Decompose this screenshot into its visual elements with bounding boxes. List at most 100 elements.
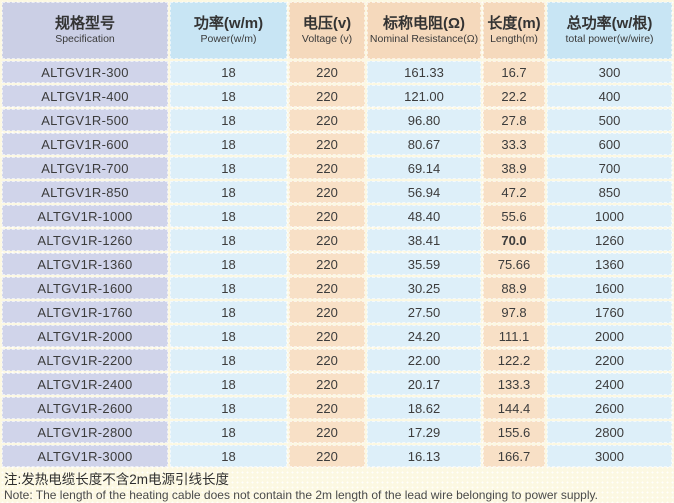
- value-cell: 18: [170, 253, 287, 275]
- value-cell: 220: [289, 397, 365, 419]
- spec-cell: ALTGV1R-2400: [2, 373, 168, 395]
- spec-cell: ALTGV1R-1600: [2, 277, 168, 299]
- value-cell: 2000: [547, 325, 672, 347]
- spec-cell: ALTGV1R-2000: [2, 325, 168, 347]
- value-cell: 18: [170, 325, 287, 347]
- value-cell: 155.6: [483, 421, 545, 443]
- table-row: ALTGV1R-2600 18 220 18.62 144.4 2600: [2, 397, 672, 419]
- table-row: ALTGV1R-500 18 220 96.80 27.8 500: [2, 109, 672, 131]
- value-cell: 18: [170, 373, 287, 395]
- value-cell: 80.67: [367, 133, 481, 155]
- value-cell: 27.8: [483, 109, 545, 131]
- value-cell: 220: [289, 349, 365, 371]
- value-cell: 220: [289, 301, 365, 323]
- footnote: 注:发热电缆长度不含2m电源引线长度 Note: The length of t…: [0, 469, 674, 503]
- footnote-en: Note: The length of the heating cable do…: [4, 488, 598, 502]
- value-cell: 22.2: [483, 85, 545, 107]
- value-cell: 38.9: [483, 157, 545, 179]
- table-row: ALTGV1R-700 18 220 69.14 38.9 700: [2, 157, 672, 179]
- value-cell: 30.25: [367, 277, 481, 299]
- value-cell: 111.1: [483, 325, 545, 347]
- value-cell: 18: [170, 445, 287, 467]
- value-cell: 17.29: [367, 421, 481, 443]
- value-cell: 18: [170, 397, 287, 419]
- value-cell: 300: [547, 61, 672, 83]
- table-row: ALTGV1R-1260 18 220 38.41 70.0 1260: [2, 229, 672, 251]
- value-cell: 1600: [547, 277, 672, 299]
- value-cell: 600: [547, 133, 672, 155]
- specification-table: 规格型号 Specification 功率(w/m) Power(w/m) 电压…: [2, 2, 672, 467]
- value-cell: 18: [170, 133, 287, 155]
- spec-cell: ALTGV1R-1760: [2, 301, 168, 323]
- spec-cell: ALTGV1R-1360: [2, 253, 168, 275]
- spec-cell: ALTGV1R-700: [2, 157, 168, 179]
- value-cell: 24.20: [367, 325, 481, 347]
- value-cell: 88.9: [483, 277, 545, 299]
- table-row: ALTGV1R-2200 18 220 22.00 122.2 2200: [2, 349, 672, 371]
- value-cell: 1760: [547, 301, 672, 323]
- spec-cell: ALTGV1R-850: [2, 181, 168, 203]
- table-row: ALTGV1R-2400 18 220 20.17 133.3 2400: [2, 373, 672, 395]
- value-cell: 2800: [547, 421, 672, 443]
- header-power-en: Power(w/m): [200, 33, 257, 45]
- value-cell: 220: [289, 85, 365, 107]
- value-cell: 220: [289, 373, 365, 395]
- value-cell: 48.40: [367, 205, 481, 227]
- header-nominal-resistance: 标称电阻(Ω) Nominal Resistance(Ω): [367, 2, 481, 59]
- value-cell: 33.3: [483, 133, 545, 155]
- value-cell: 220: [289, 157, 365, 179]
- value-cell: 1000: [547, 205, 672, 227]
- value-cell: 400: [547, 85, 672, 107]
- header-voltage: 电压(v) Voltage (v): [289, 2, 365, 59]
- header-total-power-en: total power(w/wire): [565, 33, 654, 45]
- table-row: ALTGV1R-2000 18 220 24.20 111.1 2000: [2, 325, 672, 347]
- spec-cell: ALTGV1R-600: [2, 133, 168, 155]
- value-cell: 2600: [547, 397, 672, 419]
- value-cell: 47.2: [483, 181, 545, 203]
- value-cell: 220: [289, 181, 365, 203]
- value-cell: 38.41: [367, 229, 481, 251]
- value-cell: 18.62: [367, 397, 481, 419]
- value-cell: 161.33: [367, 61, 481, 83]
- table-row: ALTGV1R-1760 18 220 27.50 97.8 1760: [2, 301, 672, 323]
- spec-cell: ALTGV1R-1000: [2, 205, 168, 227]
- table-row: ALTGV1R-400 18 220 121.00 22.2 400: [2, 85, 672, 107]
- value-cell: 220: [289, 133, 365, 155]
- value-cell: 18: [170, 61, 287, 83]
- value-cell: 220: [289, 277, 365, 299]
- value-cell: 121.00: [367, 85, 481, 107]
- header-power-zh: 功率(w/m): [193, 15, 264, 32]
- table-row: ALTGV1R-600 18 220 80.67 33.3 600: [2, 133, 672, 155]
- header-row: 规格型号 Specification 功率(w/m) Power(w/m) 电压…: [2, 2, 672, 59]
- value-cell: 220: [289, 205, 365, 227]
- value-cell: 220: [289, 445, 365, 467]
- value-cell: 1360: [547, 253, 672, 275]
- spec-cell: ALTGV1R-3000: [2, 445, 168, 467]
- value-cell: 75.66: [483, 253, 545, 275]
- table-row: ALTGV1R-3000 18 220 16.13 166.7 3000: [2, 445, 672, 467]
- value-cell: 27.50: [367, 301, 481, 323]
- value-cell: 166.7: [483, 445, 545, 467]
- header-nominal-resistance-en: Nominal Resistance(Ω): [369, 33, 479, 45]
- spec-cell: ALTGV1R-1260: [2, 229, 168, 251]
- value-cell: 144.4: [483, 397, 545, 419]
- value-cell: 18: [170, 181, 287, 203]
- value-cell: 1260: [547, 229, 672, 251]
- value-cell: 3000: [547, 445, 672, 467]
- table-row: ALTGV1R-1360 18 220 35.59 75.66 1360: [2, 253, 672, 275]
- value-cell: 220: [289, 61, 365, 83]
- value-cell: 96.80: [367, 109, 481, 131]
- value-cell: 133.3: [483, 373, 545, 395]
- table-row: ALTGV1R-850 18 220 56.94 47.2 850: [2, 181, 672, 203]
- value-cell: 700: [547, 157, 672, 179]
- value-cell: 18: [170, 349, 287, 371]
- header-voltage-zh: 电压(v): [302, 15, 352, 32]
- header-specification-en: Specification: [55, 33, 115, 45]
- table-row: ALTGV1R-2800 18 220 17.29 155.6 2800: [2, 421, 672, 443]
- spec-cell: ALTGV1R-2200: [2, 349, 168, 371]
- value-cell: 56.94: [367, 181, 481, 203]
- value-cell: 18: [170, 85, 287, 107]
- table-row: ALTGV1R-1000 18 220 48.40 55.6 1000: [2, 205, 672, 227]
- footnote-zh: 注:发热电缆长度不含2m电源引线长度: [4, 472, 230, 487]
- header-specification: 规格型号 Specification: [2, 2, 168, 59]
